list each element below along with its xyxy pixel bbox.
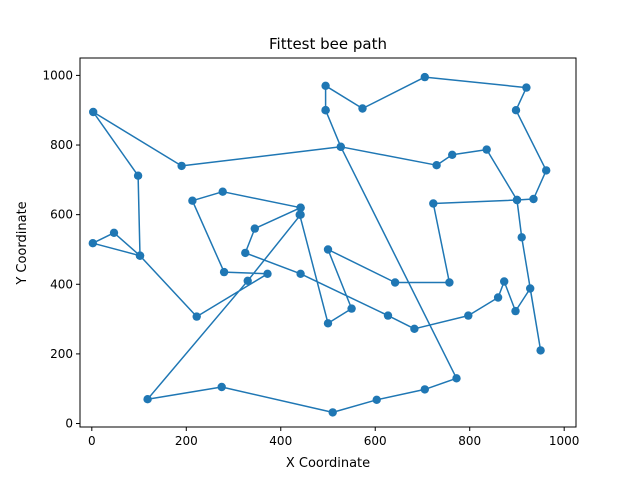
path-point	[529, 194, 538, 204]
path-point	[517, 233, 526, 242]
path-point	[218, 187, 227, 196]
path-point	[464, 311, 473, 320]
path-point	[420, 385, 429, 394]
path-point	[493, 293, 503, 302]
path-point	[217, 382, 226, 392]
path-point	[358, 104, 367, 113]
path-point	[133, 171, 143, 180]
x-tick-label: 800	[458, 434, 481, 448]
path-point	[177, 161, 186, 171]
y-tick-label: 800	[50, 138, 73, 152]
x-tick-label: 1000	[549, 434, 580, 448]
path-point	[323, 319, 333, 328]
path-point	[420, 72, 429, 82]
x-axis-label: X Coordinate	[286, 456, 370, 471]
path-point	[109, 228, 119, 237]
path-point	[89, 107, 98, 117]
path-point	[323, 245, 333, 254]
axis-ticks: 0 200 400 600 800 1000 0 200 400 600 800 1000	[42, 68, 579, 448]
path-point	[321, 81, 330, 91]
path-point	[448, 150, 457, 159]
path-point	[372, 395, 381, 404]
x-tick-label: 0	[88, 434, 96, 448]
path-point	[296, 210, 305, 219]
path-point	[410, 324, 419, 333]
path-point	[445, 278, 454, 287]
path-point	[511, 306, 520, 316]
path-point	[383, 311, 393, 320]
x-tick-label: 200	[175, 434, 198, 448]
path-point	[328, 408, 337, 417]
path-point	[192, 312, 201, 321]
path-point	[143, 395, 152, 404]
chart-title: Fittest bee path	[269, 35, 387, 53]
path-point	[243, 276, 252, 285]
path-point	[135, 251, 145, 260]
path-point	[512, 195, 522, 205]
path-point	[296, 203, 305, 212]
path-point	[522, 83, 531, 92]
path-point	[536, 346, 545, 355]
path-point	[321, 106, 330, 115]
axes-frame	[79, 57, 577, 428]
path-point	[188, 196, 197, 205]
path-point	[429, 199, 438, 208]
path-point	[500, 277, 509, 286]
y-tick-label: 400	[50, 277, 73, 291]
path-point	[526, 284, 535, 293]
x-tick-label: 600	[364, 434, 387, 448]
path-point	[482, 145, 491, 154]
y-tick-label: 200	[50, 347, 73, 361]
path-point	[347, 304, 356, 313]
path-point	[241, 248, 250, 258]
path-point	[88, 239, 98, 248]
path-point	[390, 278, 400, 287]
path-point	[296, 269, 305, 278]
path-point	[511, 106, 521, 115]
y-tick-label: 600	[50, 208, 73, 222]
x-tick-label: 400	[269, 434, 292, 448]
path-point	[263, 269, 272, 278]
y-axis-label: Y Coordinate	[15, 201, 30, 285]
y-tick-label: 0	[65, 417, 73, 431]
path-point	[219, 267, 229, 277]
path-point	[542, 166, 551, 175]
path-point	[336, 142, 345, 151]
path-point	[452, 374, 461, 383]
path-point	[250, 224, 259, 233]
y-tick-label: 1000	[42, 68, 73, 82]
path-point	[432, 161, 441, 170]
plot-area	[88, 72, 551, 417]
